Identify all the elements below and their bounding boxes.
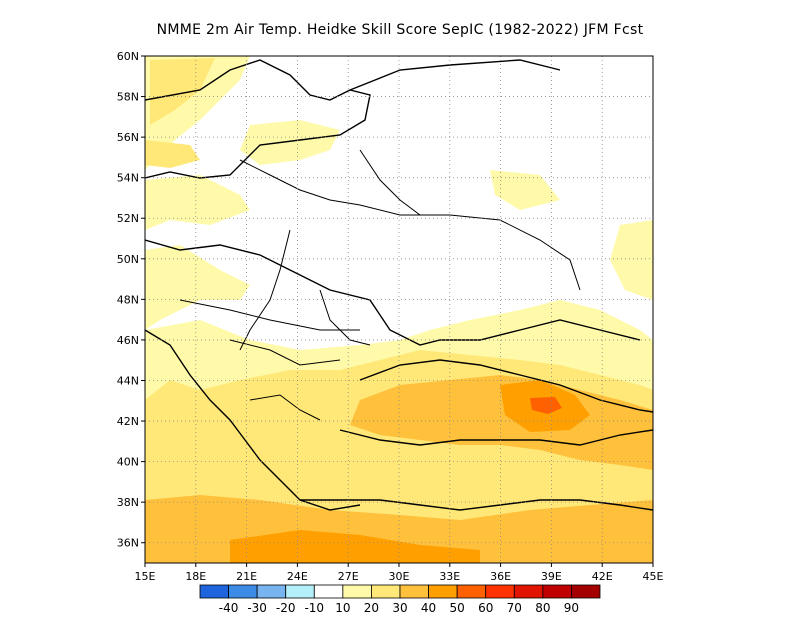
colorbar-swatch [485,584,515,599]
y-tick-label: 46N [117,334,139,347]
colorbar-label: -10 [304,601,324,615]
skill-region-10-east [490,170,560,210]
colorbar-swatch [285,584,315,599]
latitude-ticks: 36N 38N 40N 42N 44N 46N 48N 50N 52N 54N 56N 58N 60N [117,50,145,550]
x-tick-label: 27E [338,570,359,583]
x-tick-label: 21E [236,570,257,583]
colorbar: -40 -30 -20 -10 10 20 30 40 50 60 70 80 90 [199,584,601,615]
colorbar-swatch [456,584,487,599]
y-tick-label: 48N [117,293,139,306]
coastlines [145,59,653,511]
x-tick-label: 18E [185,570,206,583]
y-tick-label: 36N [117,537,139,550]
x-tick-label: 39E [541,570,562,583]
grid-lines [145,56,653,563]
x-tick-label: 36E [490,570,511,583]
y-tick-label: 42N [117,415,139,428]
colorbar-swatch [428,584,458,599]
longitude-ticks: 15E 18E 21E 24E 27E 30E 33E 36E 39E 42E 45E [135,563,664,583]
colorbar-label: 30 [392,601,407,615]
skill-region-50 [530,397,562,414]
colorbar-label: -40 [219,601,239,615]
country-borders [179,149,581,421]
x-tick-label: 45E [643,570,664,583]
colorbar-label: 80 [535,601,550,615]
x-tick-label: 15E [135,570,156,583]
colorbar-swatch [371,584,401,599]
colorbar-swatch [513,584,544,599]
y-tick-label: 60N [117,50,139,63]
colorbar-swatch [228,584,258,599]
y-tick-label: 58N [117,91,139,104]
colorbar-swatch [199,584,229,599]
colorbar-swatch [256,584,287,599]
colorbar-label: 90 [564,601,579,615]
colorbar-swatch [571,584,601,599]
colorbar-label: 70 [507,601,522,615]
y-tick-label: 52N [117,212,139,225]
colorbar-swatch [342,584,372,599]
colorbar-label: 20 [364,601,379,615]
y-tick-label: 44N [117,374,139,387]
y-tick-label: 54N [117,172,139,185]
skill-region-40-south [230,530,480,563]
colorbar-swatch [399,584,429,599]
x-tick-label: 42E [592,570,613,583]
y-tick-label: 56N [117,131,139,144]
skill-region-10-far-east [610,220,653,300]
colorbar-label: 10 [335,601,350,615]
colorbar-swatch [313,584,344,599]
x-tick-label: 33E [439,570,460,583]
x-tick-label: 30E [389,570,410,583]
y-tick-label: 50N [117,253,139,266]
skill-region-10-west [145,175,250,230]
colorbar-label: 50 [450,601,465,615]
skill-region-20-north [150,58,215,125]
y-tick-label: 40N [117,456,139,469]
y-tick-label: 38N [117,496,139,509]
colorbar-label: -30 [247,601,267,615]
skill-region-20-nw [145,140,200,168]
x-tick-label: 24E [287,570,308,583]
skill-region-10-baltic [240,120,340,165]
colorbar-swatch [542,584,572,599]
colorbar-label: -20 [276,601,296,615]
chart-title: NMME 2m Air Temp. Heidke Skill Score Sep… [156,22,644,38]
colorbar-label: 40 [421,601,436,615]
colorbar-label: 60 [478,601,493,615]
